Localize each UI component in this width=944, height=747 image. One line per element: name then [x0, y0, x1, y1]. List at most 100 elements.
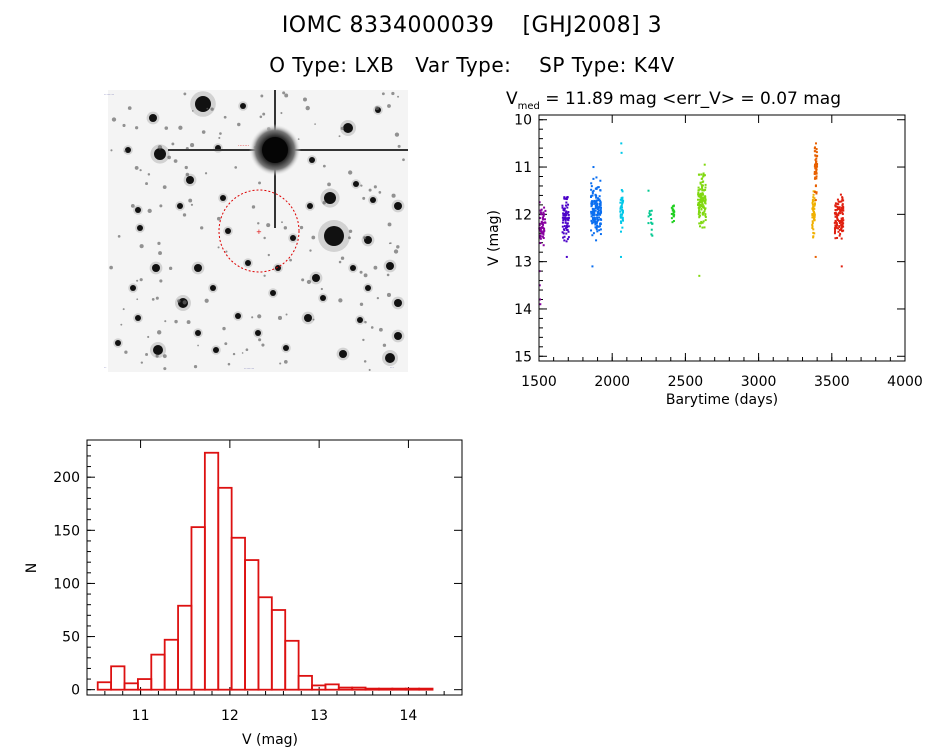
data-point — [812, 215, 815, 218]
data-point — [841, 204, 844, 207]
data-point — [591, 202, 594, 205]
faint-star — [251, 316, 254, 319]
data-point — [542, 232, 545, 235]
data-point — [701, 226, 704, 229]
data-point — [838, 208, 841, 211]
faint-star — [201, 130, 206, 134]
data-point — [697, 211, 700, 214]
histogram-bar — [284, 639, 300, 691]
data-point — [814, 199, 817, 202]
data-point — [564, 218, 567, 221]
star — [275, 265, 281, 271]
data-point — [564, 221, 567, 224]
histogram-bar — [217, 486, 233, 691]
data-point — [700, 208, 703, 211]
data-point — [812, 228, 815, 231]
faint-star — [155, 296, 159, 300]
data-point — [542, 213, 545, 216]
alt-name: [GHJ2008] 3 — [522, 13, 663, 38]
data-point — [699, 211, 702, 214]
data-point — [561, 204, 564, 207]
series-c3 — [589, 166, 603, 268]
faint-star — [204, 298, 209, 303]
data-point — [836, 236, 839, 239]
data-point — [841, 203, 844, 206]
faint-star — [251, 205, 256, 209]
data-point — [834, 225, 837, 228]
x-tick-label: 3000 — [741, 374, 777, 390]
faint-star — [147, 335, 150, 339]
data-point — [594, 226, 597, 229]
data-point — [565, 210, 568, 213]
data-point — [621, 213, 624, 216]
data-point — [563, 216, 566, 219]
data-point — [564, 227, 567, 230]
histogram-bar — [337, 686, 354, 691]
data-point — [647, 189, 650, 192]
data-point — [837, 200, 840, 203]
data-point — [596, 218, 599, 221]
x-tick-label: 3500 — [814, 374, 850, 390]
star — [304, 314, 312, 322]
faint-star — [340, 126, 344, 130]
series-c10 — [833, 193, 845, 268]
data-point — [561, 225, 564, 228]
data-point — [696, 203, 699, 206]
data-point — [592, 214, 595, 217]
data-point — [540, 212, 543, 215]
data-point — [593, 219, 596, 222]
data-point — [594, 193, 597, 196]
data-point — [593, 200, 596, 203]
x-tick-label: 1500 — [521, 374, 557, 390]
data-point — [840, 228, 843, 231]
data-point — [543, 227, 546, 230]
y-tick-label: 50 — [62, 630, 80, 646]
data-point — [599, 222, 602, 225]
data-point — [841, 211, 844, 214]
star — [324, 192, 336, 204]
faint-star — [158, 251, 162, 256]
data-point — [837, 230, 840, 233]
data-point — [595, 176, 598, 179]
data-point — [835, 208, 838, 211]
faint-star — [362, 196, 366, 200]
chart-title-object: IOMC 8334000039 [GHJ2008] 3 — [0, 13, 944, 38]
data-point — [539, 237, 542, 240]
y-tick-label: 15 — [514, 349, 532, 365]
data-point — [698, 216, 701, 219]
data-point — [599, 208, 602, 211]
faint-star — [218, 136, 221, 139]
data-point — [648, 210, 651, 213]
data-point — [700, 185, 703, 188]
data-point — [696, 198, 699, 201]
data-point — [839, 212, 842, 215]
data-point — [834, 209, 837, 212]
data-point — [699, 214, 702, 217]
faint-star — [382, 343, 387, 347]
data-point — [565, 240, 568, 243]
data-point — [595, 196, 598, 199]
faint-star — [348, 236, 351, 240]
data-point — [704, 197, 707, 200]
faint-star — [340, 256, 345, 260]
x-tick-label: 14 — [400, 708, 418, 724]
data-point — [812, 235, 815, 238]
bright-star — [168, 90, 408, 228]
data-point — [591, 216, 594, 219]
data-point — [596, 224, 599, 227]
faint-star — [183, 92, 187, 96]
data-point — [590, 215, 593, 218]
data-point — [593, 220, 596, 223]
data-point — [542, 237, 545, 240]
faint-star — [277, 315, 283, 320]
data-point — [599, 212, 602, 215]
data-point — [599, 179, 602, 182]
data-point — [697, 189, 700, 192]
y-tick-label: 11 — [514, 160, 532, 176]
star — [152, 264, 160, 272]
faint-star — [190, 203, 194, 206]
data-point — [562, 232, 565, 235]
data-point — [811, 220, 814, 223]
data-point — [564, 219, 567, 222]
data-point — [595, 204, 598, 207]
